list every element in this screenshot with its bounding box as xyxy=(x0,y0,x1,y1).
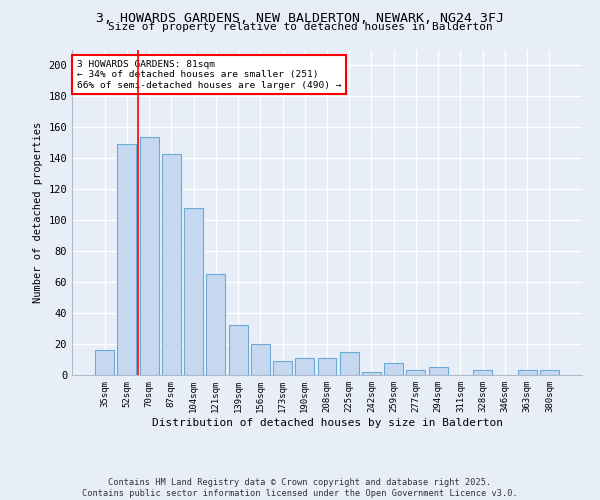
Bar xyxy=(206,274,225,375)
Bar xyxy=(295,358,314,375)
Bar xyxy=(273,361,292,375)
Bar xyxy=(229,326,248,375)
Bar xyxy=(118,144,136,375)
Bar xyxy=(540,370,559,375)
Text: 3 HOWARDS GARDENS: 81sqm
← 34% of detached houses are smaller (251)
66% of semi-: 3 HOWARDS GARDENS: 81sqm ← 34% of detach… xyxy=(77,60,341,90)
Bar xyxy=(317,358,337,375)
Bar xyxy=(406,370,425,375)
Bar xyxy=(95,350,114,375)
Text: 3, HOWARDS GARDENS, NEW BALDERTON, NEWARK, NG24 3FJ: 3, HOWARDS GARDENS, NEW BALDERTON, NEWAR… xyxy=(96,12,504,26)
Bar xyxy=(184,208,203,375)
Text: Contains HM Land Registry data © Crown copyright and database right 2025.
Contai: Contains HM Land Registry data © Crown c… xyxy=(82,478,518,498)
Bar xyxy=(162,154,181,375)
Bar xyxy=(251,344,270,375)
Bar xyxy=(518,370,536,375)
Bar xyxy=(362,372,381,375)
Text: Size of property relative to detached houses in Balderton: Size of property relative to detached ho… xyxy=(107,22,493,32)
Bar xyxy=(140,136,158,375)
Bar xyxy=(384,362,403,375)
Bar xyxy=(473,370,492,375)
X-axis label: Distribution of detached houses by size in Balderton: Distribution of detached houses by size … xyxy=(151,418,503,428)
Y-axis label: Number of detached properties: Number of detached properties xyxy=(33,122,43,303)
Bar xyxy=(340,352,359,375)
Bar xyxy=(429,368,448,375)
